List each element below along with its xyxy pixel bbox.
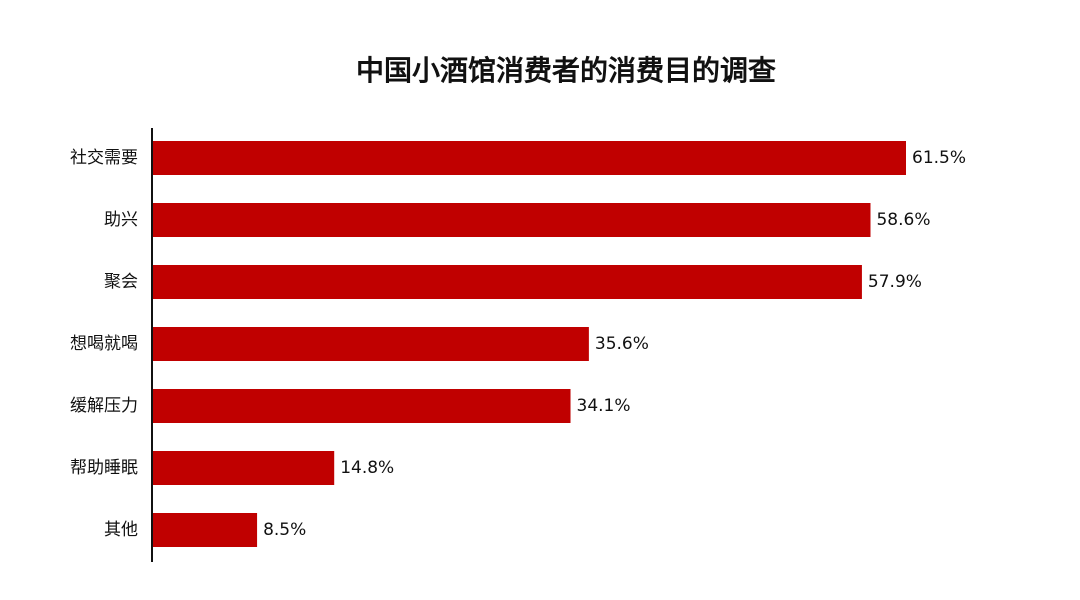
value-label: 8.5%: [263, 520, 306, 540]
bar: [153, 265, 862, 299]
y-tick-label: 想喝就喝: [70, 334, 138, 354]
y-tick-label: 聚会: [104, 272, 138, 292]
bar: [153, 141, 906, 175]
bar: [153, 451, 335, 485]
y-tick-label: 帮助睡眠: [70, 458, 138, 478]
y-tick-label: 助兴: [104, 210, 138, 230]
value-label: 35.6%: [595, 334, 649, 354]
bar: [153, 203, 871, 237]
bar: [153, 389, 571, 423]
value-label: 61.5%: [912, 148, 966, 168]
y-tick-label: 缓解压力: [70, 396, 138, 416]
value-label: 34.1%: [577, 396, 631, 416]
y-tick-label: 社交需要: [70, 148, 138, 168]
y-tick-label: 其他: [104, 520, 138, 540]
bar: [153, 513, 258, 547]
bar: [153, 327, 589, 361]
value-label: 14.8%: [340, 458, 394, 478]
value-label: 58.6%: [876, 210, 930, 230]
chart-title: 中国小酒馆消费者的消费目的调查: [356, 54, 776, 87]
value-label: 57.9%: [868, 272, 922, 292]
